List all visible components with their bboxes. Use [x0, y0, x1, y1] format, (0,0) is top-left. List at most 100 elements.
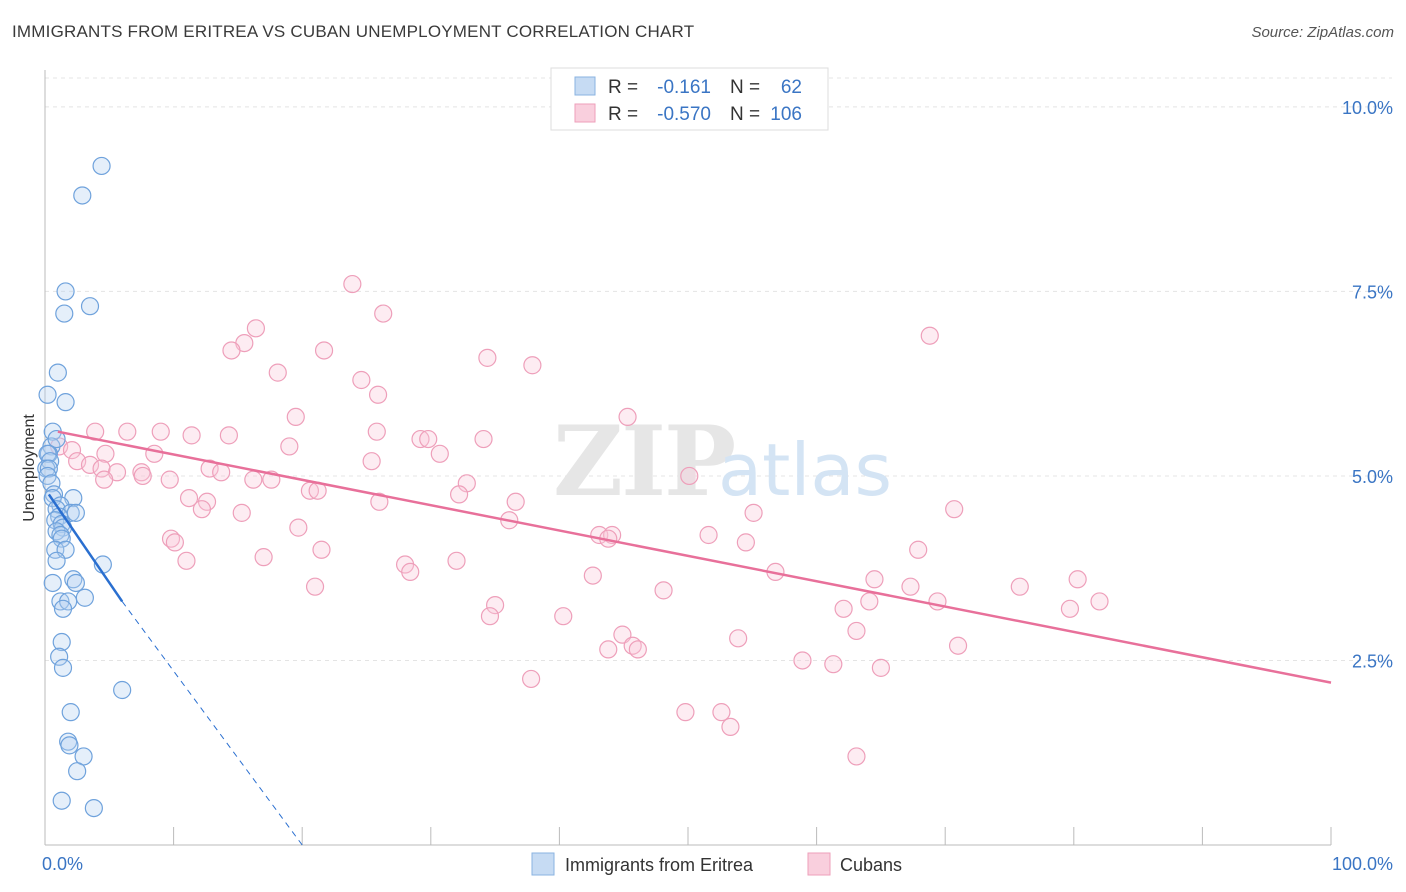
point-cubans-25[interactable]	[96, 444, 115, 463]
point-eritrea-49[interactable]	[60, 736, 79, 755]
point-eritrea-4[interactable]	[55, 304, 74, 323]
point-eritrea-47[interactable]	[61, 703, 80, 722]
point-eritrea-0[interactable]	[92, 156, 111, 176]
point-cubans-26[interactable]	[145, 444, 164, 463]
point-cubans-1[interactable]	[374, 304, 393, 323]
point-cubans-96[interactable]	[871, 658, 891, 677]
point-cubans-18[interactable]	[219, 426, 238, 445]
point-eritrea-45[interactable]	[53, 658, 73, 677]
point-eritrea-31[interactable]	[52, 529, 71, 548]
point-cubans-16[interactable]	[151, 422, 170, 441]
point-eritrea-1[interactable]	[73, 186, 92, 205]
point-cubans-84[interactable]	[1060, 599, 1080, 618]
point-cubans-89[interactable]	[729, 629, 748, 648]
point-cubans-7[interactable]	[478, 348, 497, 367]
point-eritrea-24[interactable]	[66, 503, 85, 522]
point-cubans-79[interactable]	[860, 592, 879, 611]
legend-label-cubans[interactable]: Cubans	[840, 855, 902, 875]
point-cubans-32[interactable]	[92, 459, 111, 478]
point-cubans-36[interactable]	[212, 463, 231, 482]
point-cubans-42[interactable]	[680, 466, 699, 486]
point-eritrea-42[interactable]	[53, 599, 73, 618]
point-cubans-35[interactable]	[200, 459, 219, 478]
point-eritrea-5[interactable]	[48, 363, 67, 382]
point-cubans-4[interactable]	[222, 341, 241, 360]
point-cubans-66[interactable]	[254, 548, 273, 567]
point-eritrea-43[interactable]	[52, 632, 71, 652]
point-cubans-28[interactable]	[430, 444, 449, 463]
point-eritrea-38[interactable]	[43, 573, 62, 593]
point-cubans-13[interactable]	[618, 407, 637, 427]
point-cubans-101[interactable]	[847, 747, 866, 766]
point-eritrea-53[interactable]	[84, 798, 103, 818]
point-cubans-19[interactable]	[367, 422, 386, 441]
point-cubans-21[interactable]	[419, 429, 438, 449]
point-eritrea-17[interactable]	[42, 474, 61, 493]
point-cubans-83[interactable]	[834, 599, 853, 618]
point-eritrea-44[interactable]	[50, 647, 69, 666]
point-cubans-78[interactable]	[1010, 577, 1029, 596]
point-cubans-86[interactable]	[554, 607, 573, 626]
point-cubans-2[interactable]	[246, 319, 266, 338]
point-cubans-98[interactable]	[676, 703, 695, 722]
point-cubans-47[interactable]	[179, 488, 199, 508]
point-cubans-70[interactable]	[401, 562, 420, 582]
point-eritrea-46[interactable]	[113, 680, 132, 700]
point-cubans-88[interactable]	[613, 625, 632, 644]
point-cubans-40[interactable]	[244, 470, 263, 489]
point-eritrea-34[interactable]	[47, 551, 66, 570]
point-cubans-0[interactable]	[343, 274, 362, 294]
point-cubans-15[interactable]	[118, 422, 137, 441]
point-cubans-5[interactable]	[314, 341, 334, 360]
point-cubans-9[interactable]	[268, 363, 287, 382]
point-cubans-53[interactable]	[945, 500, 964, 519]
point-eritrea-40[interactable]	[51, 592, 70, 611]
point-eritrea-10[interactable]	[47, 429, 66, 449]
point-cubans-94[interactable]	[793, 651, 812, 670]
point-cubans-77[interactable]	[901, 577, 920, 596]
point-cubans-68[interactable]	[447, 551, 466, 570]
point-cubans-31[interactable]	[80, 455, 100, 474]
point-cubans-100[interactable]	[721, 717, 740, 737]
point-cubans-20[interactable]	[411, 429, 430, 449]
point-cubans-50[interactable]	[506, 492, 525, 511]
point-cubans-54[interactable]	[232, 503, 251, 522]
point-cubans-99[interactable]	[712, 703, 731, 722]
point-eritrea-51[interactable]	[68, 762, 87, 781]
point-cubans-10[interactable]	[352, 370, 371, 390]
point-cubans-8[interactable]	[523, 356, 542, 375]
point-cubans-74[interactable]	[1068, 570, 1087, 589]
point-cubans-75[interactable]	[305, 577, 325, 596]
point-cubans-27[interactable]	[280, 437, 299, 456]
point-cubans-52[interactable]	[744, 503, 763, 522]
point-cubans-65[interactable]	[909, 540, 928, 559]
point-cubans-22[interactable]	[474, 429, 493, 449]
legend-swatch-cubans[interactable]	[807, 852, 831, 876]
point-cubans-76[interactable]	[654, 581, 673, 600]
point-eritrea-3[interactable]	[80, 297, 100, 316]
point-cubans-81[interactable]	[1090, 592, 1109, 611]
point-cubans-67[interactable]	[177, 551, 196, 570]
point-cubans-82[interactable]	[486, 596, 505, 615]
point-cubans-51[interactable]	[192, 500, 211, 519]
point-eritrea-6[interactable]	[38, 385, 57, 404]
point-eritrea-7[interactable]	[56, 393, 75, 412]
point-cubans-87[interactable]	[847, 621, 866, 641]
point-cubans-91[interactable]	[628, 640, 647, 659]
point-cubans-63[interactable]	[165, 533, 184, 552]
point-cubans-73[interactable]	[865, 570, 884, 589]
point-cubans-11[interactable]	[368, 385, 388, 404]
point-cubans-49[interactable]	[370, 492, 389, 511]
point-cubans-29[interactable]	[362, 452, 381, 471]
point-cubans-37[interactable]	[95, 470, 114, 489]
point-cubans-72[interactable]	[583, 566, 602, 585]
point-cubans-56[interactable]	[289, 518, 308, 537]
legend-label-eritrea[interactable]: Immigrants from Eritrea	[565, 855, 754, 875]
point-eritrea-39[interactable]	[75, 588, 94, 607]
point-cubans-6[interactable]	[920, 326, 939, 345]
point-eritrea-2[interactable]	[56, 282, 75, 301]
legend-swatch-eritrea[interactable]	[531, 852, 555, 876]
point-cubans-24[interactable]	[62, 441, 82, 460]
point-cubans-38[interactable]	[133, 466, 152, 486]
point-cubans-46[interactable]	[449, 485, 469, 504]
